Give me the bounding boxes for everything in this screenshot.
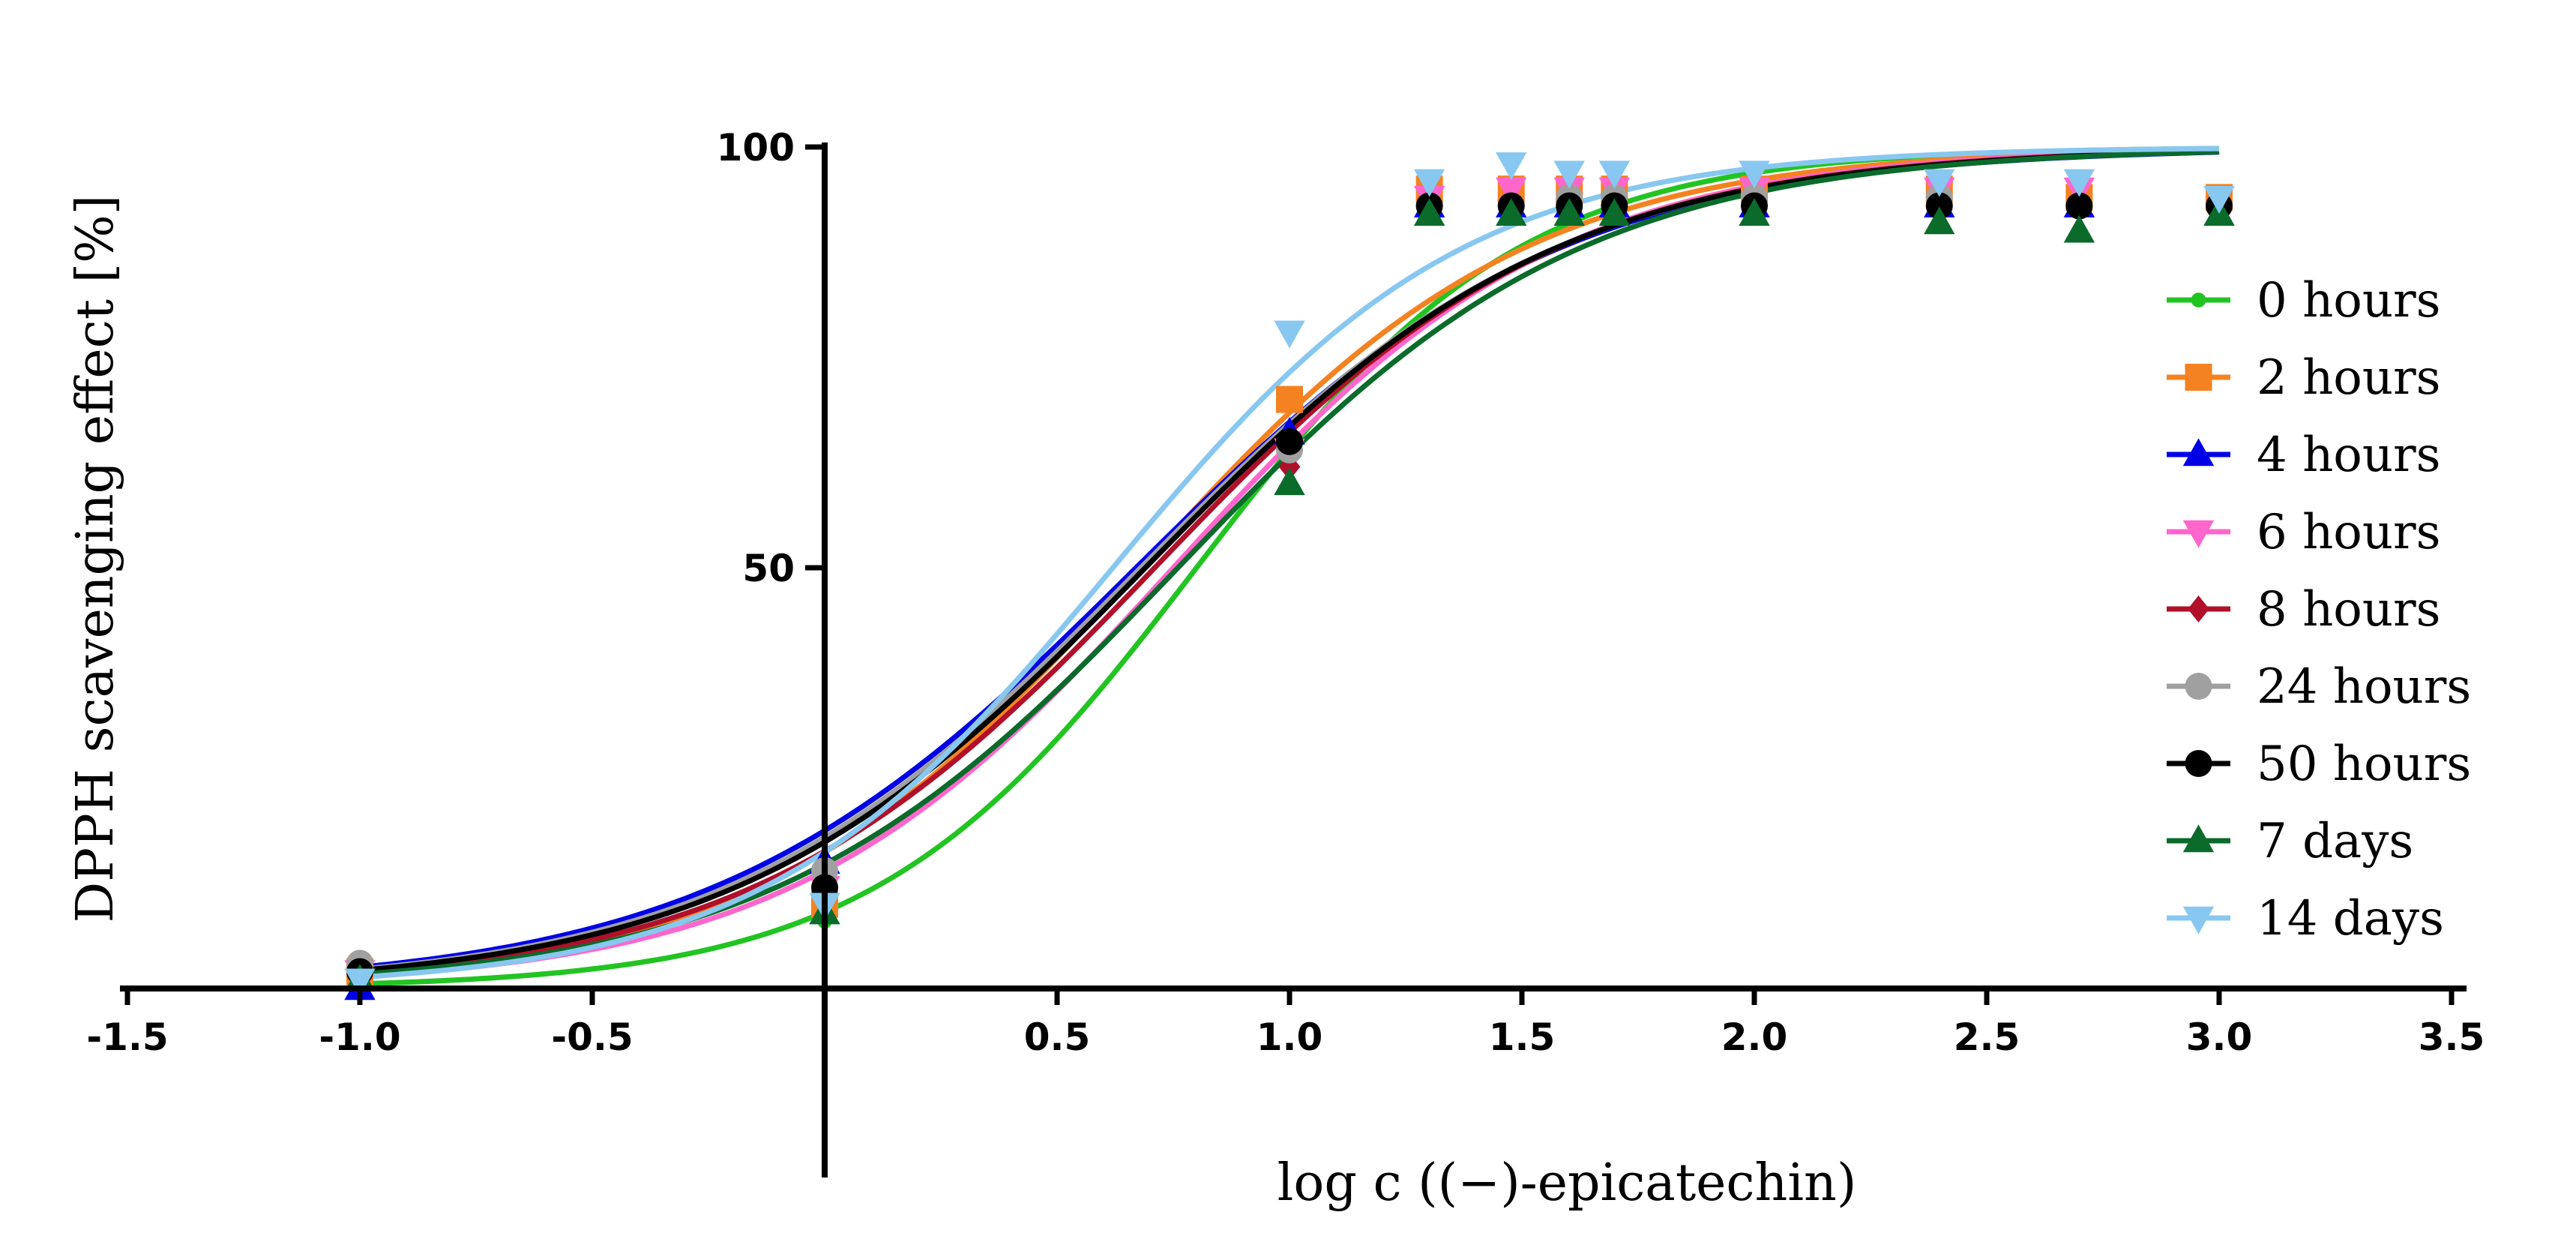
x-tick-label: 1.5 <box>1489 1016 1556 1059</box>
data-point <box>1739 160 1770 189</box>
legend-label: 2 hours <box>2257 350 2440 406</box>
legend-marker <box>2185 673 2212 700</box>
y-tick-label: 100 <box>717 126 795 170</box>
y-ticks: 50 100 <box>717 126 825 590</box>
data-point <box>1276 386 1303 413</box>
data-point <box>1496 152 1527 181</box>
data-point <box>2063 214 2095 243</box>
data-point <box>1413 169 1445 197</box>
data-point <box>1413 198 1445 226</box>
x-tick-label: 1.0 <box>1257 1016 1323 1059</box>
data-point <box>2203 186 2235 214</box>
data-point <box>1598 198 1631 226</box>
legend-label: 0 hours <box>2257 273 2440 328</box>
legend: 0 hours 2 hours 4 hours 6 hours 8 hours 24 ho… <box>2167 273 2471 946</box>
y-axis-title: DPPH scavenging effect [%] <box>66 195 125 923</box>
x-tick-label: 2.5 <box>1954 1016 2020 1059</box>
data-point <box>1276 428 1303 455</box>
axes: -1.5 -1.0 -0.5 0.5 1.0 1.5 2.0 2.5 3.0 3.5 50 100 <box>86 126 2485 1178</box>
legend-marker <box>2188 596 2209 622</box>
data-point <box>1598 160 1631 189</box>
data-point <box>2063 169 2095 197</box>
data-point <box>1496 198 1527 226</box>
x-tick-label: 0.5 <box>1024 1016 1091 1059</box>
fit-curve-24-hours <box>359 148 2220 972</box>
fit-curves <box>359 146 2220 987</box>
x-tick-label: 2.0 <box>1721 1016 1788 1059</box>
y-tick-label: 50 <box>742 547 795 590</box>
legend-label: 14 days <box>2257 891 2444 946</box>
data-point <box>1739 198 1770 226</box>
legend-marker <box>2182 824 2215 853</box>
legend-marker <box>2182 438 2215 466</box>
x-tick-label: -1.0 <box>319 1016 400 1059</box>
legend-label: 50 hours <box>2257 736 2471 792</box>
legend-label: 6 hours <box>2257 505 2440 560</box>
legend-label: 7 days <box>2257 814 2413 869</box>
data-point <box>1925 192 1953 220</box>
x-ticks: -1.5 -1.0 -0.5 0.5 1.0 1.5 2.0 2.5 3.0 3.5 <box>86 988 2485 1059</box>
x-tick-label: -1.5 <box>86 1016 168 1059</box>
legend-marker <box>2182 520 2215 548</box>
fit-curve-50-hours <box>359 148 2220 974</box>
legend-marker <box>2191 292 2206 308</box>
data-point <box>1924 206 1955 235</box>
legend-marker <box>2182 906 2215 934</box>
fit-curve-6-hours <box>359 148 2220 980</box>
data-point <box>1553 198 1585 226</box>
x-tick-label: 3.0 <box>2186 1016 2253 1059</box>
fit-curve-4-hours <box>359 149 2220 970</box>
fit-curve-8-hours <box>359 148 2220 975</box>
fit-curve-14-days <box>359 146 2220 980</box>
data-point <box>1274 467 1305 496</box>
data-point <box>1496 177 1527 206</box>
x-axis-title: log c ((−)-epicatechin) <box>1278 1154 1857 1213</box>
data-points <box>344 152 2235 1000</box>
data-point <box>1553 160 1585 189</box>
legend-marker <box>2185 750 2212 777</box>
legend-label: 24 hours <box>2257 659 2471 715</box>
data-point <box>2065 192 2093 220</box>
fit-curve-0-hours <box>359 146 2220 987</box>
legend-marker <box>2185 364 2212 391</box>
x-tick-label: 3.5 <box>2419 1016 2485 1059</box>
x-tick-label: -0.5 <box>551 1016 633 1059</box>
fit-curve-2-hours <box>359 147 2220 977</box>
fit-curve-7-days <box>359 148 2220 977</box>
data-point <box>344 968 376 997</box>
legend-label: 4 hours <box>2257 428 2440 483</box>
data-point <box>1924 169 1955 197</box>
data-point <box>1274 320 1305 349</box>
legend-label: 8 hours <box>2257 582 2440 638</box>
